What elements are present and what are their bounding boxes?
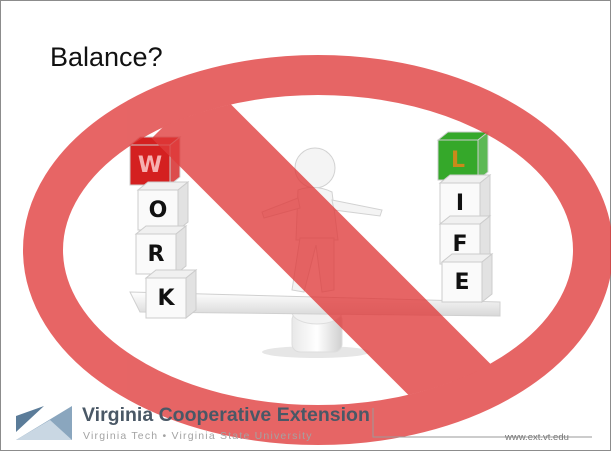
cube-side xyxy=(482,254,492,302)
cube-letter: I xyxy=(456,191,464,216)
cube-side xyxy=(178,182,188,230)
letter-cube: E xyxy=(442,254,492,302)
cube-side xyxy=(478,132,488,180)
cube-letter: F xyxy=(452,232,467,257)
cube-letter: O xyxy=(149,198,168,223)
org-name: Virginia Cooperative Extension xyxy=(82,404,370,426)
slide-title: Balance? xyxy=(50,42,163,72)
cube-side xyxy=(176,226,186,274)
letter-cube: R xyxy=(136,226,186,274)
cube-side xyxy=(186,270,196,318)
cube-letter: K xyxy=(157,286,175,311)
letter-cube: K xyxy=(146,270,196,318)
letter-cube: O xyxy=(138,182,188,230)
letter-cube: L xyxy=(438,132,488,180)
website: www.ext.vt.edu xyxy=(504,432,569,443)
cube-letter: R xyxy=(148,242,165,267)
partners: Virginia Tech • Virginia State Universit… xyxy=(83,430,313,442)
cube-letter: E xyxy=(454,270,469,295)
cube-letter: W xyxy=(138,153,162,178)
page: {"slide": { "title": "Balance?", "work_b… xyxy=(0,0,611,451)
cube-letter: L xyxy=(451,148,465,173)
slide: Balance? WORK LIFE Virginia Cooperative … xyxy=(0,0,611,451)
